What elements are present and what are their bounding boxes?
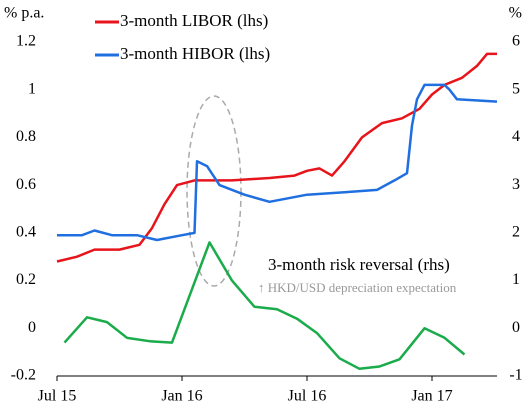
- y-tick-label: 1.2: [16, 33, 36, 50]
- x-tick-label: Jul 16: [288, 388, 327, 405]
- y2-tick-label: -1: [509, 367, 522, 384]
- series-label: 3-month risk reversal (rhs): [268, 255, 450, 274]
- y-tick-label: 0.8: [16, 128, 36, 145]
- y-axis-label: % p.a.: [4, 5, 44, 22]
- y-tick-label: -0.2: [11, 367, 36, 384]
- y2-tick-label: 5: [512, 80, 520, 97]
- y2-tick-label: 4: [512, 128, 520, 145]
- y2-tick-label: 0: [512, 319, 520, 336]
- x-tick-label: Jul 15: [38, 388, 77, 405]
- series-line: [57, 83, 498, 242]
- y2-tick-label: 2: [512, 224, 520, 241]
- annotation: ↑ HKD/USD depreciation expectation: [258, 280, 457, 295]
- y2-axis-label: %: [509, 5, 522, 22]
- y-tick-label: 0.2: [16, 271, 36, 288]
- x-tick-label: Jan 17: [411, 388, 452, 405]
- y-tick-label: 0: [28, 319, 36, 336]
- y-tick-label: 1: [28, 80, 36, 97]
- x-tick-label: Jan 16: [161, 388, 202, 405]
- y-tick-label: 0.4: [16, 224, 36, 241]
- y2-tick-label: 1: [512, 271, 520, 288]
- series-line: [63, 241, 466, 371]
- legend-label: 3-month HIBOR (lhs): [120, 44, 270, 63]
- legend-label: 3-month LIBOR (lhs): [120, 11, 268, 30]
- y2-tick-label: 6: [512, 33, 520, 50]
- highlight-ellipse: [186, 95, 242, 287]
- y2-tick-label: 3: [512, 176, 520, 193]
- series-line: [56, 52, 497, 263]
- y-tick-label: 0.6: [16, 176, 36, 193]
